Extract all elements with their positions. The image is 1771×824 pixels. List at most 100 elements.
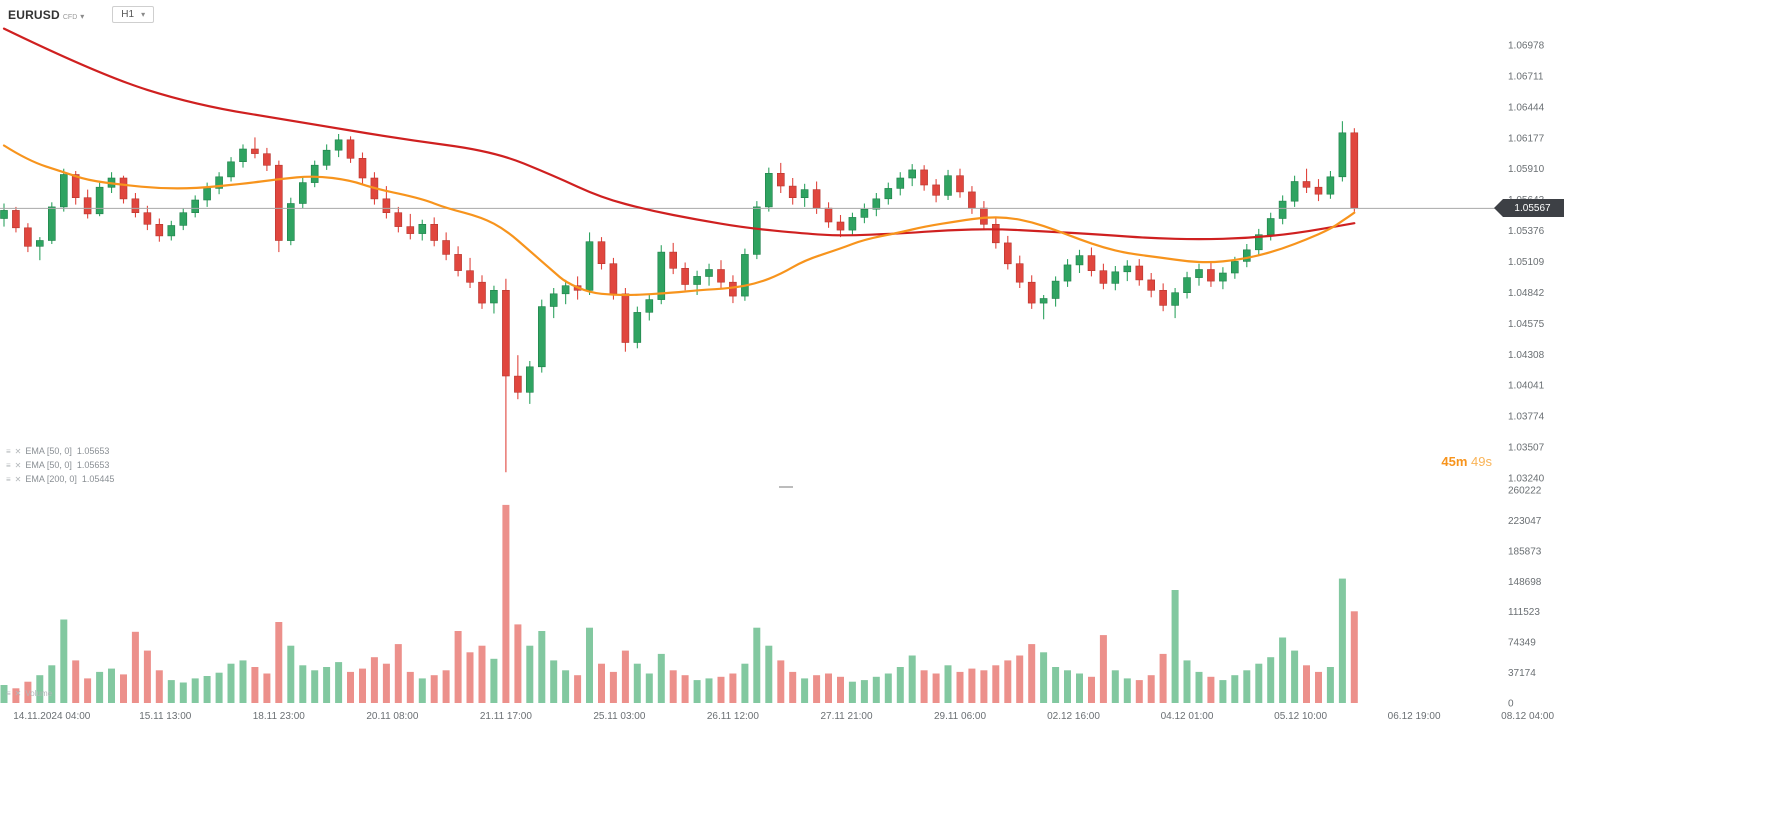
- candle-body: [322, 149, 331, 166]
- time-axis-label: 26.11 12:00: [707, 711, 760, 722]
- indicator-label: EMA [200, 0]: [25, 474, 77, 484]
- candle-body: [1159, 289, 1167, 306]
- price-axis[interactable]: 1.069781.067111.064441.061771.059101.056…: [1508, 41, 1545, 485]
- candle-body: [525, 366, 534, 393]
- price-axis-label: 1.06711: [1508, 71, 1544, 82]
- volume-bar: [347, 671, 354, 703]
- candle-body: [597, 241, 606, 264]
- volume-bar: [131, 631, 139, 703]
- volume-bar: [872, 676, 880, 703]
- candle-body: [884, 188, 893, 200]
- volume-bar: [550, 660, 558, 703]
- indicator-menu-icon[interactable]: ≡: [6, 460, 11, 470]
- volume-bar: [980, 670, 988, 703]
- time-axis-label: 08.12 04:00: [1501, 711, 1554, 722]
- volume-bar: [287, 645, 295, 703]
- candle-body: [167, 225, 176, 237]
- time-axis-label: 29.11 06:00: [934, 711, 987, 722]
- volume-axis-label: 37174: [1508, 668, 1536, 679]
- indicator-remove-icon[interactable]: ✕: [14, 460, 22, 470]
- volume-bar: [36, 675, 44, 703]
- current-price-badge: 1.05567: [1494, 199, 1564, 217]
- candle-body: [633, 312, 642, 343]
- timeframe-dropdown[interactable]: H1 ▾: [112, 6, 155, 23]
- candle-body: [1147, 279, 1155, 291]
- candle-body: [812, 189, 821, 209]
- volume-bar: [478, 645, 486, 703]
- volume-bar: [609, 671, 617, 703]
- indicator-value: 1.05653: [76, 446, 110, 456]
- candle-body: [1231, 261, 1239, 274]
- candle-body: [274, 164, 283, 241]
- indicator-remove-icon[interactable]: ✕: [14, 446, 22, 456]
- volume-bar: [526, 645, 534, 703]
- candle-body: [848, 217, 857, 231]
- candle-body: [621, 293, 630, 343]
- indicator-menu-icon[interactable]: ≡: [6, 474, 11, 484]
- candle-body: [800, 189, 809, 199]
- indicator-menu-icon[interactable]: ≡: [6, 689, 11, 698]
- volume-bar: [777, 660, 785, 703]
- candle-body: [179, 212, 188, 226]
- volume-bar: [323, 667, 331, 703]
- volume-bar: [1076, 673, 1083, 703]
- candle-body: [956, 175, 964, 193]
- candle-body: [681, 267, 689, 285]
- volume-bar: [72, 660, 80, 703]
- volume-bar: [191, 678, 199, 703]
- volume-bar: [1326, 667, 1334, 703]
- volume-bar: [60, 619, 68, 703]
- volume-bar: [490, 658, 498, 703]
- ema-200-line: [2, 27, 1356, 241]
- price-axis-label: 1.05376: [1508, 226, 1545, 237]
- volume-bar: [825, 673, 832, 703]
- candle-body: [239, 148, 247, 162]
- candle-body: [991, 224, 1000, 244]
- volume-bar: [370, 657, 378, 703]
- volume-bar: [633, 663, 641, 703]
- candle-body: [824, 207, 833, 223]
- candle-body: [537, 306, 546, 368]
- volume-legend: ≡ ✕ Volume: [6, 689, 52, 698]
- indicator-value: 1.05653: [76, 460, 110, 470]
- volume-bar: [645, 673, 653, 703]
- time-axis[interactable]: 14.11.2024 04:00 15.11 13:00 18.11 23:00 20…: [13, 711, 1554, 722]
- symbol-selector[interactable]: EURUSD CFD ▾: [8, 8, 84, 22]
- indicator-remove-icon[interactable]: ✕: [14, 689, 22, 698]
- indicator-remove-icon[interactable]: ✕: [14, 474, 22, 484]
- candle-body: [155, 224, 164, 237]
- volume-bar: [992, 665, 1000, 703]
- candle-countdown-timer: 45m 49s: [1396, 454, 1492, 469]
- volume-bar: [848, 681, 856, 703]
- candle-body: [406, 226, 415, 234]
- volume-layer: [0, 504, 1358, 703]
- volume-bar: [1099, 635, 1107, 703]
- time-axis-label: 20.11 08:00: [366, 711, 419, 722]
- time-axis-label: 27.11 21:00: [820, 711, 873, 722]
- volume-bar: [1135, 680, 1143, 703]
- time-axis-label: 25.11 03:00: [593, 711, 646, 722]
- volume-bar: [1267, 657, 1275, 703]
- candle-body: [752, 206, 761, 255]
- candle-body: [203, 188, 211, 201]
- time-axis-label: 18.11 23:00: [253, 711, 306, 722]
- time-axis-label: 15.11 13:00: [139, 711, 192, 722]
- price-axis-label: 1.06177: [1508, 133, 1545, 144]
- indicator-menu-icon[interactable]: ≡: [6, 446, 11, 456]
- volume-bar: [1303, 665, 1310, 703]
- price-axis-label: 1.04041: [1508, 381, 1545, 392]
- volume-axis[interactable]: 260222 223047 185873 148698 111523 74349 37174…: [1508, 486, 1542, 710]
- candle-body: [1099, 270, 1108, 284]
- candle-body: [0, 210, 8, 219]
- ema-50-line: [2, 144, 1356, 297]
- candle-body: [454, 254, 462, 271]
- candle-body: [466, 270, 474, 283]
- volume-bar: [621, 650, 629, 703]
- pane-resize-handle[interactable]: [779, 486, 793, 488]
- symbol-name: EURUSD: [8, 7, 60, 22]
- candle-body: [12, 210, 20, 229]
- volume-bar: [430, 675, 438, 703]
- volume-bar: [1255, 663, 1263, 703]
